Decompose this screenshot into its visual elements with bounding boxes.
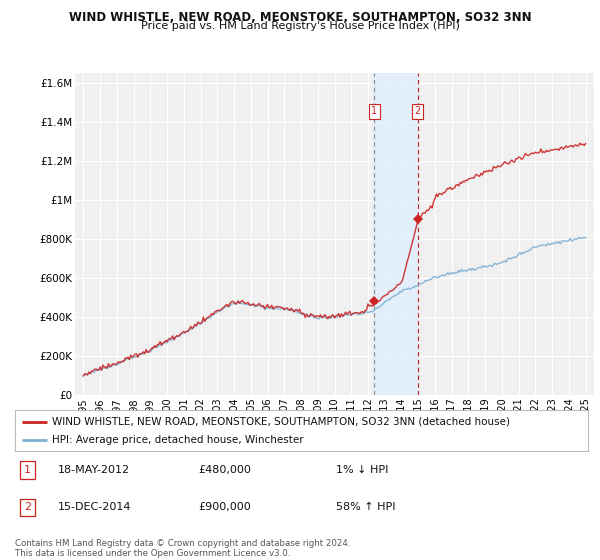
Text: 18-MAY-2012: 18-MAY-2012 xyxy=(58,465,130,475)
Text: 2: 2 xyxy=(24,502,31,512)
Text: 15-DEC-2014: 15-DEC-2014 xyxy=(58,502,131,512)
Text: Price paid vs. HM Land Registry's House Price Index (HPI): Price paid vs. HM Land Registry's House … xyxy=(140,21,460,31)
Text: 1: 1 xyxy=(24,465,31,475)
Text: WIND WHISTLE, NEW ROAD, MEONSTOKE, SOUTHAMPTON, SO32 3NN (detached house): WIND WHISTLE, NEW ROAD, MEONSTOKE, SOUTH… xyxy=(52,417,510,427)
Text: Contains HM Land Registry data © Crown copyright and database right 2024.
This d: Contains HM Land Registry data © Crown c… xyxy=(15,539,350,558)
Text: £480,000: £480,000 xyxy=(199,465,251,475)
Text: 1: 1 xyxy=(371,106,377,116)
Text: WIND WHISTLE, NEW ROAD, MEONSTOKE, SOUTHAMPTON, SO32 3NN: WIND WHISTLE, NEW ROAD, MEONSTOKE, SOUTH… xyxy=(68,11,532,24)
Text: 2: 2 xyxy=(415,106,421,116)
Text: HPI: Average price, detached house, Winchester: HPI: Average price, detached house, Winc… xyxy=(52,435,304,445)
Text: 58% ↑ HPI: 58% ↑ HPI xyxy=(336,502,395,512)
Text: £900,000: £900,000 xyxy=(199,502,251,512)
Bar xyxy=(374,73,418,395)
Text: 1% ↓ HPI: 1% ↓ HPI xyxy=(336,465,388,475)
